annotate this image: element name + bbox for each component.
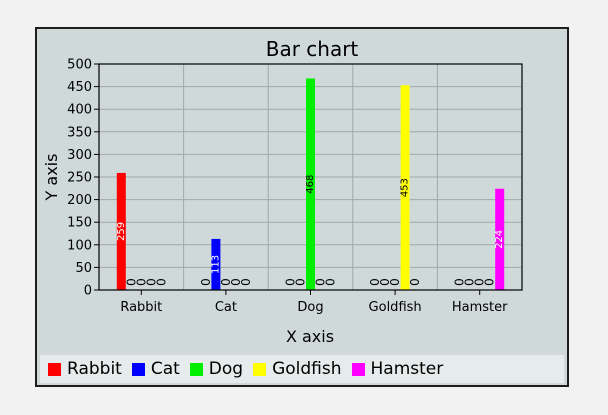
legend-item: Rabbit [48, 359, 122, 379]
bar-value-label: 0 [294, 278, 308, 286]
legend-label: Hamster [370, 359, 444, 379]
bar-value-label: 259 [116, 222, 127, 241]
legend-swatch [189, 362, 203, 376]
legend-item: Hamster [351, 359, 444, 379]
legend-item: Dog [189, 359, 244, 379]
legend-swatch [48, 362, 61, 376]
y-tick-label: 250 [67, 171, 92, 186]
bar-value-label: 0 [314, 278, 328, 286]
legend-swatch [253, 362, 267, 376]
legend-label: Cat [150, 359, 180, 379]
bar [306, 78, 315, 290]
legend-label: Goldfish [272, 359, 342, 379]
bar-value-label: 0 [124, 278, 138, 286]
y-tick-label: 0 [84, 284, 92, 299]
bar-value-label: 0 [408, 278, 422, 286]
y-tick-label: 100 [67, 238, 92, 253]
bar-value-label: 0 [239, 278, 253, 286]
y-tick-label: 500 [67, 58, 92, 73]
y-tick-label: 150 [67, 216, 92, 231]
bar-value-label: 0 [463, 278, 477, 286]
bar-value-label: 0 [473, 278, 487, 286]
legend-item: Cat [131, 359, 180, 379]
legend-swatch [131, 362, 145, 376]
bar [400, 85, 410, 290]
x-axis-label: X axis [286, 327, 334, 346]
bar-value-label: 0 [453, 278, 467, 286]
x-tick-label: Goldfish [369, 300, 422, 315]
bar-value-label: 0 [154, 278, 168, 286]
legend-swatch [351, 362, 365, 376]
chart-frame: Bar chart 259 0 0 0 0 0 113 0 0 0 0 0 468 0 0 0 0 0 453 0 0 0… [35, 27, 569, 387]
bar-value-label: 468 [305, 175, 316, 194]
legend: Rabbit Cat Dog Goldfish Hamster [40, 355, 564, 383]
bar-value-label: 0 [368, 278, 382, 286]
bar-value-label: 0 [199, 278, 213, 286]
bar-value-label: 0 [229, 278, 243, 286]
y-tick-label: 50 [75, 261, 92, 276]
y-tick-label: 450 [67, 80, 92, 95]
x-tick-label: Cat [215, 300, 237, 315]
bar-value-label: 0 [388, 278, 402, 286]
bar-value-label: 0 [483, 278, 497, 286]
bar-value-label: 0 [284, 278, 298, 286]
bar-value-label: 0 [378, 278, 392, 286]
chart-title: Bar chart [266, 37, 359, 61]
legend-item: Goldfish [253, 359, 342, 379]
y-tick-label: 300 [67, 148, 92, 163]
axis-layer: 0 50 100 150 200 250 300 350 400 450 500 Rabbit Cat D… [67, 58, 508, 316]
bar [116, 172, 126, 290]
bar-value-label: 0 [134, 278, 148, 286]
bar [495, 188, 505, 290]
legend-label: Rabbit [67, 359, 122, 379]
bar-value-label: 0 [219, 278, 233, 286]
y-tick-label: 200 [67, 193, 92, 208]
x-tick-label: Hamster [452, 300, 508, 315]
x-tick-label: Dog [297, 300, 323, 315]
bar-value-label: 224 [494, 230, 505, 249]
bar-value-label: 0 [144, 278, 158, 286]
y-tick-label: 350 [67, 125, 92, 140]
bar-value-label: 113 [210, 255, 221, 274]
bar-value-label: 0 [324, 278, 338, 286]
bar [211, 238, 221, 290]
bar-value-label: 453 [400, 178, 411, 197]
y-axis-label: Y axis [42, 154, 61, 202]
y-tick-label: 400 [67, 103, 92, 118]
x-tick-label: Rabbit [120, 300, 162, 315]
legend-label: Dog [208, 359, 244, 379]
